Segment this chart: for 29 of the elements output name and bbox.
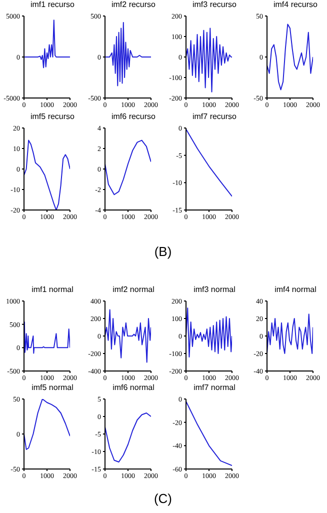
- line-series: [24, 322, 70, 354]
- chart-title: imf3 normal: [192, 285, 236, 294]
- chart-title: imf4 recurso: [272, 0, 318, 9]
- line-series: [105, 309, 151, 363]
- line-series: [267, 314, 313, 354]
- line-series: [267, 24, 313, 90]
- line-series: [186, 400, 232, 466]
- chart-title: imf5 recurso: [29, 112, 76, 121]
- chart-title: imf5 normal: [30, 383, 74, 392]
- line-series: [105, 22, 151, 86]
- chart-title: imf3 recurso: [191, 0, 238, 9]
- chart-title: imf4 normal: [274, 285, 318, 294]
- chart-title: imf7 recurso: [191, 112, 238, 121]
- line-series: [105, 412, 151, 462]
- line-series: [105, 140, 151, 196]
- chart-title: imf2 normal: [112, 285, 156, 294]
- chart-title: imf6 recurso: [110, 112, 156, 121]
- chart-title: imf1 normal: [30, 285, 74, 294]
- line-series: [186, 128, 232, 197]
- text: (C): [152, 491, 174, 506]
- line-series: [186, 28, 232, 92]
- chart-title: imf6 normal: [112, 383, 156, 392]
- line-series: [24, 399, 70, 450]
- text: (B): [153, 244, 173, 259]
- line-series: [24, 20, 70, 68]
- chart-title: imf1 recurso: [29, 0, 76, 9]
- chart-title: imf2 recurso: [110, 0, 156, 9]
- line-series: [186, 308, 232, 358]
- chart-title: imf7 normal: [192, 383, 236, 392]
